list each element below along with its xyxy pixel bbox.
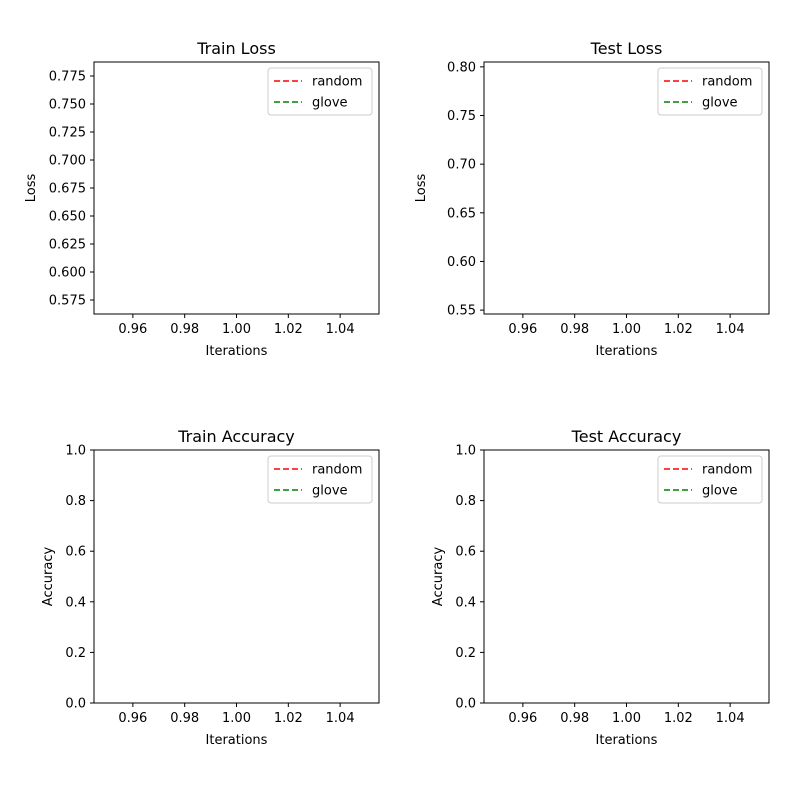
y-tick-label: 0.8 bbox=[65, 494, 86, 509]
subplot-2: Test Loss 0.96 0.98 1.00 1.02 1.04 0.55 0.60 0.6… bbox=[414, 39, 770, 359]
y-axis-label: Accuracy bbox=[431, 547, 446, 607]
y-tick-label: 0.6 bbox=[65, 545, 86, 560]
chart-title: Train Accuracy bbox=[177, 427, 295, 446]
y-tick-label: 1.0 bbox=[65, 444, 86, 459]
y-tick-label: 0.775 bbox=[49, 70, 86, 85]
y-tick-label: 0.2 bbox=[65, 646, 86, 661]
x-tick-label: 1.00 bbox=[222, 711, 251, 726]
y-tick-label: 0.600 bbox=[49, 266, 86, 281]
y-tick-label: 0.625 bbox=[49, 238, 86, 253]
legend: random glove bbox=[657, 455, 763, 504]
x-tick-label: 0.98 bbox=[170, 322, 199, 337]
x-tick-label: 0.96 bbox=[508, 711, 537, 726]
x-tick-label: 0.96 bbox=[118, 322, 147, 337]
x-axis-label: Iterations bbox=[206, 344, 268, 359]
chart-title: Test Loss bbox=[590, 39, 663, 58]
legend: random glove bbox=[267, 67, 373, 116]
legend-box bbox=[267, 67, 373, 116]
x-tick-label: 1.02 bbox=[664, 711, 693, 726]
x-axis-label: Iterations bbox=[206, 733, 268, 748]
x-tick-label: 0.98 bbox=[170, 711, 199, 726]
x-tick-label: 1.02 bbox=[274, 322, 303, 337]
y-tick-label: 0.8 bbox=[455, 494, 476, 509]
x-tick-label: 1.02 bbox=[664, 322, 693, 337]
chart-title: Test Accuracy bbox=[571, 427, 682, 446]
x-tick-label: 1.02 bbox=[274, 711, 303, 726]
legend-label-random: random bbox=[702, 75, 752, 90]
x-tick-label: 1.00 bbox=[612, 711, 641, 726]
legend-box bbox=[267, 455, 373, 504]
x-axis-label: Iterations bbox=[596, 733, 658, 748]
x-tick-label: 1.00 bbox=[612, 322, 641, 337]
legend-label-random: random bbox=[312, 75, 362, 90]
legend: random glove bbox=[657, 67, 763, 116]
y-tick-label: 0.4 bbox=[65, 595, 86, 610]
y-tick-label: 0.4 bbox=[455, 595, 476, 610]
legend-label-glove: glove bbox=[702, 484, 738, 499]
y-axis-label: Loss bbox=[24, 174, 39, 203]
y-tick-label: 0.65 bbox=[447, 206, 476, 221]
legend-label-glove: glove bbox=[312, 484, 348, 499]
x-tick-label: 1.00 bbox=[222, 322, 251, 337]
subplot-1: Train Loss 0.96 0.98 1.00 1.02 1.04 0.575 0.600… bbox=[24, 39, 380, 359]
y-tick-label: 0.0 bbox=[65, 697, 86, 712]
y-tick-label: 0.6 bbox=[455, 545, 476, 560]
y-tick-label: 0.80 bbox=[447, 60, 476, 75]
y-axis-label: Accuracy bbox=[41, 547, 56, 607]
y-tick-label: 0.0 bbox=[455, 697, 476, 712]
x-tick-label: 1.04 bbox=[326, 322, 355, 337]
x-tick-label: 0.98 bbox=[560, 322, 589, 337]
x-axis-label: Iterations bbox=[596, 344, 658, 359]
x-tick-label: 0.96 bbox=[118, 711, 147, 726]
y-tick-label: 0.75 bbox=[447, 109, 476, 124]
y-tick-label: 0.60 bbox=[447, 255, 476, 270]
legend: random glove bbox=[267, 455, 373, 504]
legend-label-random: random bbox=[312, 463, 362, 478]
y-tick-label: 0.725 bbox=[49, 126, 86, 141]
legend-box bbox=[657, 67, 763, 116]
y-tick-label: 0.700 bbox=[49, 154, 86, 169]
legend-label-glove: glove bbox=[312, 96, 348, 111]
y-tick-label: 0.70 bbox=[447, 158, 476, 173]
x-tick-label: 1.04 bbox=[326, 711, 355, 726]
y-tick-label: 0.55 bbox=[447, 304, 476, 319]
y-tick-label: 1.0 bbox=[455, 444, 476, 459]
y-tick-label: 0.575 bbox=[49, 294, 86, 309]
subplot-4: Test Accuracy 0.96 0.98 1.00 1.02 1.04 0.0 0.2 0… bbox=[431, 427, 770, 748]
x-tick-label: 1.04 bbox=[716, 322, 745, 337]
legend-label-glove: glove bbox=[702, 96, 738, 111]
y-axis-label: Loss bbox=[414, 174, 429, 203]
y-tick-label: 0.675 bbox=[49, 182, 86, 197]
y-tick-label: 0.650 bbox=[49, 210, 86, 225]
legend-box bbox=[657, 455, 763, 504]
chart-title: Train Loss bbox=[196, 39, 276, 58]
x-tick-label: 0.96 bbox=[508, 322, 537, 337]
y-tick-label: 0.750 bbox=[49, 98, 86, 113]
legend-label-random: random bbox=[702, 463, 752, 478]
y-tick-label: 0.2 bbox=[455, 646, 476, 661]
subplot-3: Train Accuracy 0.96 0.98 1.00 1.02 1.04 0.0 0.2… bbox=[41, 427, 380, 748]
x-tick-label: 0.98 bbox=[560, 711, 589, 726]
x-tick-label: 1.04 bbox=[716, 711, 745, 726]
